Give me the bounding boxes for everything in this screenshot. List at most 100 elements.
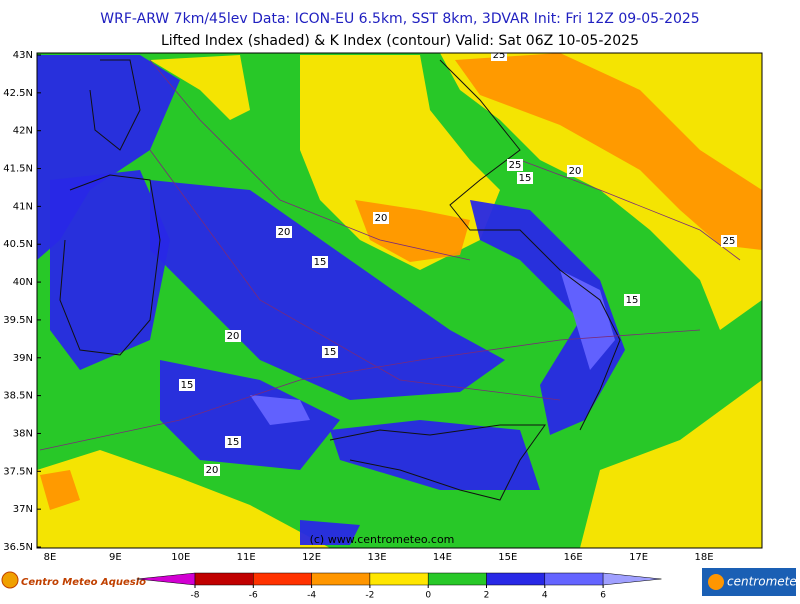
lat-label: 43N xyxy=(13,50,33,61)
lat-label: 37N xyxy=(13,504,33,515)
contour-label-box xyxy=(567,165,583,177)
coastline xyxy=(329,424,546,501)
lat-label: 38.5N xyxy=(3,391,33,402)
contour-label: 25 xyxy=(509,160,522,171)
shading-region xyxy=(580,380,762,548)
k-index-contour xyxy=(149,149,561,401)
lat-label: 41N xyxy=(13,201,33,212)
contour-label: 20 xyxy=(375,213,388,224)
color-legend: -8 -6 -4 -2 0 2 4 6 xyxy=(136,572,662,601)
lat-label: 42N xyxy=(13,126,33,137)
legend-tick-label: -2 xyxy=(365,591,374,601)
lon-label: 9E xyxy=(109,552,122,563)
legend-tick-label: 2 xyxy=(484,591,490,601)
lat-label: 42.5N xyxy=(3,88,33,99)
shading-region xyxy=(40,470,80,510)
map-area: 25 25 15 20 20 20 25 15 15 20 15 15 15 20 xyxy=(37,50,762,548)
coastline xyxy=(59,174,161,356)
contour-label-box xyxy=(491,53,507,61)
lat-label: 36.5N xyxy=(3,542,33,553)
lat-label: 39N xyxy=(13,353,33,364)
contour-label: 15 xyxy=(314,257,327,268)
contour-label: 20 xyxy=(206,465,219,476)
shading-region xyxy=(50,170,170,370)
shading-region xyxy=(37,450,330,548)
title: WRF-ARW 7km/45lev Data: ICON-EU 6.5km, S… xyxy=(100,11,699,27)
legend-tick-label: -4 xyxy=(307,591,316,601)
logo-text: Centro Meteo Aquesio xyxy=(21,577,146,588)
lon-label: 11E xyxy=(237,552,256,563)
contour-label: 15 xyxy=(519,173,532,184)
k-index-contour xyxy=(149,59,471,261)
contour-label: 15 xyxy=(324,347,337,358)
lat-label: 40N xyxy=(13,277,33,288)
shading-region xyxy=(150,55,250,120)
coastline xyxy=(89,59,141,151)
lon-label: 15E xyxy=(498,552,517,563)
lat-label: 40.5N xyxy=(3,239,33,250)
legend-tick-label: -8 xyxy=(191,591,200,601)
contour-label-box xyxy=(322,346,338,358)
contour-label-box xyxy=(721,235,737,247)
logo-text: centrometeo xyxy=(727,575,800,589)
contour-label-box xyxy=(179,379,195,391)
contour-label: 25 xyxy=(723,236,736,247)
lat-label: 41.5N xyxy=(3,164,33,175)
legend-swatch xyxy=(427,572,487,586)
copyright: (c) www.centrometeo.com xyxy=(310,533,455,546)
lat-label: 38N xyxy=(13,428,33,439)
shading-region xyxy=(470,200,625,435)
legend-swatch xyxy=(194,572,254,586)
contour-label-box xyxy=(624,294,640,306)
contour-label-box xyxy=(225,436,241,448)
shading-region xyxy=(455,53,762,250)
legend-above-arrow xyxy=(602,572,662,586)
shading-region xyxy=(440,53,762,330)
contour-label-box xyxy=(276,226,292,238)
lon-label: 16E xyxy=(564,552,583,563)
lat-label: 37.5N xyxy=(3,466,33,477)
logo-icon xyxy=(708,574,724,590)
legend-tick-label: 6 xyxy=(600,591,606,601)
legend-tick-label: 4 xyxy=(542,591,548,601)
lon-label: 14E xyxy=(433,552,452,563)
contour-label-box xyxy=(204,464,220,476)
shading-region xyxy=(160,360,340,470)
k-index-contour xyxy=(519,159,741,261)
contour-label: 25 xyxy=(493,50,506,61)
shading-region xyxy=(150,180,505,400)
contour-label: 20 xyxy=(278,227,291,238)
legend-swatch xyxy=(369,572,429,586)
shading-region xyxy=(560,270,615,370)
contour-label-box xyxy=(312,256,328,268)
legend-swatch xyxy=(311,572,371,586)
contour-label-box xyxy=(517,172,533,184)
shading-region xyxy=(300,520,360,545)
lon-label: 10E xyxy=(171,552,190,563)
coastline xyxy=(439,59,621,431)
contour-label: 15 xyxy=(181,380,194,391)
legend-swatch xyxy=(544,572,604,586)
contour-label: 20 xyxy=(569,166,582,177)
left-logo: Centro Meteo Aquesio xyxy=(1,571,146,589)
logo-icon xyxy=(1,571,19,589)
shading-region xyxy=(330,420,540,490)
lon-label: 17E xyxy=(629,552,648,563)
shading-region xyxy=(250,395,310,425)
contour-label-box xyxy=(225,330,241,342)
legend-swatch xyxy=(253,572,312,586)
lon-label: 13E xyxy=(367,552,386,563)
lon-label: 12E xyxy=(302,552,321,563)
subtitle: Lifted Index (shaded) & K Index (contour… xyxy=(161,33,639,49)
legend-swatch xyxy=(486,572,546,586)
lon-label: 18E xyxy=(694,552,713,563)
contour-label: 20 xyxy=(227,331,240,342)
legend-tick-label: -6 xyxy=(249,591,258,601)
contour-label-box xyxy=(373,212,389,224)
contour-label-box xyxy=(507,159,523,171)
contour-label: 15 xyxy=(626,295,639,306)
lat-label: 39.5N xyxy=(3,315,33,326)
k-index-contour xyxy=(39,329,701,451)
map-frame xyxy=(36,52,763,549)
